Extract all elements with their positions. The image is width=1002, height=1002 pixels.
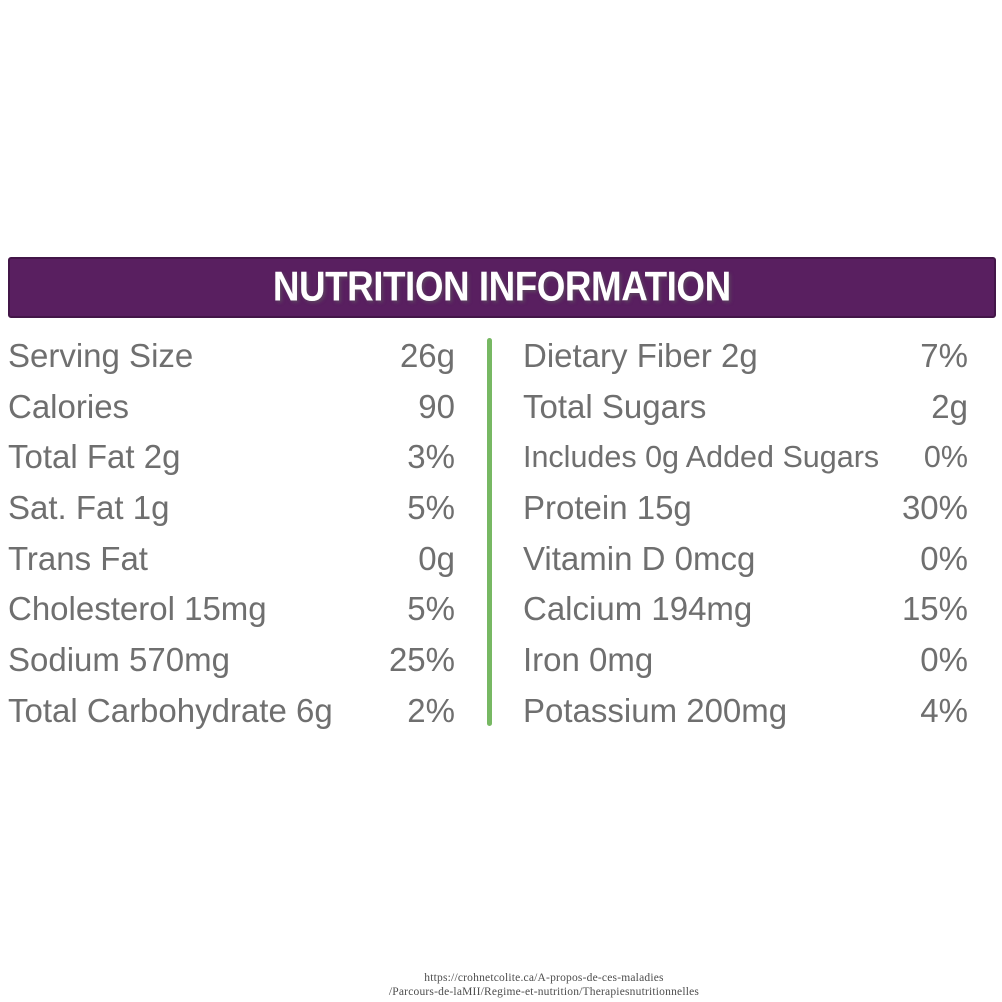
- column-divider-rule: [487, 338, 492, 726]
- nutrition-table: Serving Size 26g Calories 90 Total Fat 2…: [8, 331, 968, 737]
- nutrient-label: Protein 15g: [523, 489, 692, 527]
- nutrient-value: 90: [418, 387, 455, 425]
- nutrition-row-sodium: Sodium 570mg 25%: [8, 635, 455, 686]
- nutrition-row-potassium: Potassium 200mg 4%: [523, 686, 968, 737]
- nutrient-value: 5%: [407, 590, 455, 628]
- nutrient-label: Potassium 200mg: [523, 691, 788, 729]
- nutrient-value: 5%: [407, 489, 455, 527]
- nutrition-header-bar: NUTRITION INFORMATION: [8, 257, 996, 318]
- nutrition-row-vitamin-d: Vitamin D 0mcg 0%: [523, 534, 968, 585]
- nutrient-label: Total Carbohydrate 6g: [8, 691, 333, 729]
- nutrient-label: Cholesterol 15mg: [8, 590, 267, 628]
- nutrient-value: 25%: [388, 641, 455, 679]
- nutrient-label: Calories: [8, 387, 130, 425]
- source-url-line-1: https://crohnetcolite.ca/A-propos-de-ces…: [424, 972, 664, 984]
- nutrient-value: 2%: [407, 691, 455, 729]
- nutrient-value: 0g: [418, 539, 455, 577]
- nutrition-row-serving-size: Serving Size 26g: [8, 331, 455, 382]
- nutrition-row-calcium: Calcium 194mg 15%: [523, 584, 968, 635]
- nutrient-value: 4%: [920, 691, 968, 729]
- nutrient-value: 7%: [920, 337, 968, 374]
- nutrient-value: 0%: [923, 440, 968, 475]
- nutrition-row-iron: Iron 0mg 0%: [523, 635, 968, 686]
- nutrient-label: Total Sugars: [523, 387, 707, 425]
- nutrition-row-dietary-fiber: Dietary Fiber 2g 7%: [523, 331, 968, 382]
- nutrient-label: Serving Size: [8, 337, 194, 374]
- nutrient-value: 26g: [399, 337, 455, 374]
- nutrient-label: Iron 0mg: [523, 641, 654, 679]
- nutrient-label: Sodium 570mg: [8, 641, 230, 679]
- nutrition-row-total-carbohydrate: Total Carbohydrate 6g 2%: [8, 686, 455, 737]
- nutrient-label: Dietary Fiber 2g: [523, 337, 758, 374]
- source-url-line-2: /Parcours-de-laMII/Regime-et-nutrition/T…: [388, 985, 700, 998]
- nutrient-label: Includes 0g Added Sugars: [523, 440, 880, 475]
- nutrient-value: 0%: [920, 539, 968, 577]
- nutrient-value: 15%: [901, 590, 968, 628]
- nutrition-row-calories: Calories 90: [8, 382, 455, 433]
- nutrient-label: Sat. Fat 1g: [8, 489, 170, 527]
- nutrition-row-added-sugars: Includes 0g Added Sugars 0%: [523, 432, 968, 483]
- nutrient-label: Total Fat 2g: [8, 438, 181, 476]
- nutrition-row-total-sugars: Total Sugars 2g: [523, 382, 968, 433]
- nutrition-column-left: Serving Size 26g Calories 90 Total Fat 2…: [8, 331, 455, 737]
- nutrition-row-sat-fat: Sat. Fat 1g 5%: [8, 483, 455, 534]
- nutrition-row-total-fat: Total Fat 2g 3%: [8, 432, 455, 483]
- nutrition-row-trans-fat: Trans Fat 0g: [8, 534, 455, 585]
- nutrition-row-protein: Protein 15g 30%: [523, 483, 968, 534]
- nutrient-value: 3%: [407, 438, 455, 476]
- nutrition-header-title: NUTRITION INFORMATION: [273, 264, 731, 310]
- nutrient-value: 30%: [901, 489, 968, 527]
- nutrient-label: Vitamin D 0mcg: [523, 539, 756, 577]
- nutrition-row-cholesterol: Cholesterol 15mg 5%: [8, 584, 455, 635]
- nutrition-column-right: Dietary Fiber 2g 7% Total Sugars 2g Incl…: [523, 331, 968, 737]
- nutrient-label: Calcium 194mg: [523, 590, 753, 628]
- nutrient-value: 2g: [931, 387, 968, 425]
- nutrient-label: Trans Fat: [8, 539, 148, 577]
- source-citation: https://crohnetcolite.ca/A-propos-de-ces…: [164, 972, 924, 999]
- nutrient-value: 0%: [920, 641, 968, 679]
